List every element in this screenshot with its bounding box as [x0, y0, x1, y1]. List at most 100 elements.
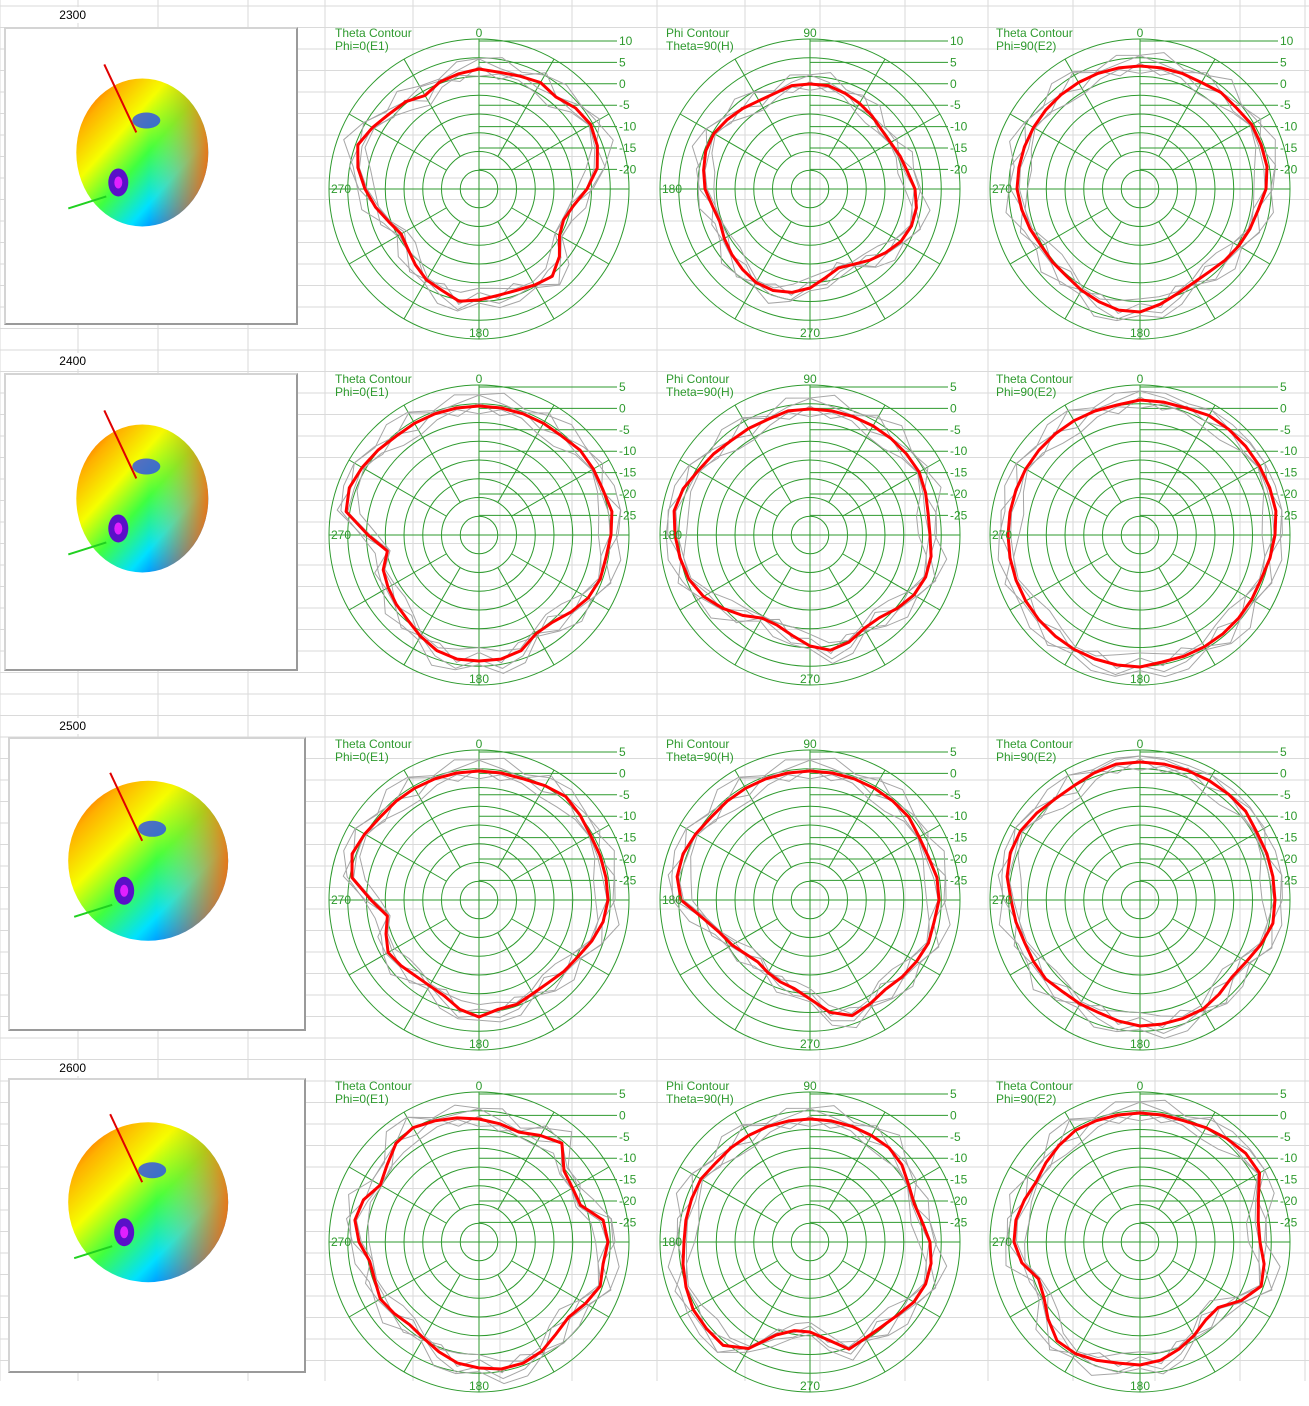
chart-title-line-0: Theta Contour — [335, 737, 412, 751]
chart-title-line-0: Theta Contour — [335, 26, 412, 40]
radial-tick-label: 0 — [950, 77, 957, 91]
chart-title-line-1: Theta=90(H) — [666, 385, 734, 399]
angle-label-left: 270 — [331, 182, 351, 196]
radial-tick-label: -20 — [950, 487, 968, 501]
polar-spoke-30 — [828, 769, 886, 868]
angle-label-bottom: 180 — [1130, 672, 1150, 686]
radial-tick-label: 5 — [1280, 380, 1287, 394]
polar-spoke-210 — [734, 1274, 792, 1373]
radial-tick-label: -5 — [619, 788, 630, 802]
polar-spoke-60 — [1172, 459, 1271, 517]
radial-tick-label: -5 — [619, 423, 630, 437]
angle-label-bottom: 180 — [469, 1379, 489, 1393]
angle-label-left: 270 — [331, 1235, 351, 1249]
radial-tick-label: -10 — [950, 444, 968, 458]
z-axis-line — [109, 772, 144, 842]
ghost-trace-3 — [348, 1104, 620, 1385]
radial-tick-label: -20 — [619, 1194, 637, 1208]
radial-tick-label: -20 — [619, 162, 637, 176]
ghost-trace-1 — [695, 74, 922, 301]
radial-tick-label: 0 — [619, 1108, 626, 1122]
polar-spoke-150 — [828, 221, 886, 320]
polar-grid — [989, 1091, 1291, 1393]
radial-tick-label: -10 — [1280, 120, 1298, 134]
pattern-null-spot-2 — [138, 1162, 167, 1179]
radial-tick-label: 0 — [950, 1108, 957, 1122]
radial-tick-label: 5 — [1280, 55, 1287, 69]
polar-spoke-240 — [679, 1260, 778, 1318]
polar-spoke-60 — [842, 1166, 941, 1224]
radial-tick-label: -5 — [619, 98, 630, 112]
pattern-3d-panel[interactable] — [4, 373, 298, 671]
chart-title-line-0: Theta Contour — [996, 1079, 1073, 1093]
frequency-label: 2300 — [4, 7, 90, 23]
pattern-null-core — [114, 522, 123, 535]
polar-spoke-30 — [1158, 404, 1216, 503]
polar-spoke-210 — [734, 932, 792, 1031]
polar-spoke-300 — [348, 459, 447, 517]
ghost-trace-3 — [667, 1105, 948, 1361]
polar-grid — [659, 1091, 961, 1393]
angle-label-top: 0 — [1137, 26, 1144, 40]
angle-label-bottom: 270 — [800, 1379, 820, 1393]
radial-tick-label: -25 — [619, 1215, 637, 1229]
radial-tick-label: -5 — [1280, 788, 1291, 802]
ghost-trace-1 — [667, 759, 947, 1022]
chart-title-line-1: Phi=0(E1) — [335, 39, 389, 53]
angle-label-left: 270 — [992, 1235, 1012, 1249]
polar-spoke-300 — [348, 1166, 447, 1224]
pattern-3d-view — [67, 64, 209, 227]
pattern-3d-panel[interactable] — [4, 27, 298, 325]
ghost-trace-1 — [667, 397, 938, 660]
radial-tick-label: -10 — [619, 444, 637, 458]
pattern-3d-panel[interactable] — [8, 1078, 306, 1373]
radial-tick-label: -5 — [950, 1130, 961, 1144]
radial-tick-label: -5 — [950, 423, 961, 437]
polar-spoke-30 — [828, 404, 886, 503]
ghost-trace-1 — [349, 58, 606, 311]
radial-tick-label: -10 — [1280, 809, 1298, 823]
polar-spoke-60 — [842, 824, 941, 882]
ghost-trace-3 — [1005, 52, 1276, 322]
polar-spoke-120 — [1172, 1260, 1271, 1318]
radial-tick-label: -15 — [1280, 831, 1298, 845]
main-trace — [1015, 64, 1269, 314]
radial-tick-label: -20 — [950, 162, 968, 176]
radial-tick-label: -10 — [950, 120, 968, 134]
polar-grid — [328, 1091, 630, 1393]
polar-spoke-210 — [1064, 221, 1122, 320]
angle-label-bottom: 180 — [469, 672, 489, 686]
radial-tick-label: -15 — [1280, 141, 1298, 155]
pattern-3d-panel[interactable] — [8, 737, 306, 1031]
polar-spoke-330 — [403, 58, 461, 157]
angle-label-top: 0 — [476, 26, 483, 40]
angle-label-left: 270 — [331, 528, 351, 542]
radial-tick-label: 5 — [619, 1087, 626, 1101]
radial-tick-label: -20 — [1280, 487, 1298, 501]
angle-label-top: 0 — [476, 1079, 483, 1093]
radial-tick-label: -25 — [619, 873, 637, 887]
radial-tick-label: -15 — [619, 1173, 637, 1187]
angle-label-left: 270 — [992, 893, 1012, 907]
chart-title-line-1: Theta=90(H) — [666, 1092, 734, 1106]
radial-tick-label: -25 — [1280, 1215, 1298, 1229]
polar-spoke-330 — [734, 404, 792, 503]
polar-spoke-330 — [734, 58, 792, 157]
radial-tick-label: -25 — [1280, 873, 1298, 887]
polar-spoke-240 — [348, 918, 447, 976]
polar-spoke-150 — [497, 567, 555, 666]
polar-spoke-210 — [1064, 932, 1122, 1031]
radial-tick-label: -20 — [1280, 852, 1298, 866]
angle-label-top: 0 — [1137, 737, 1144, 751]
ghost-trace-3 — [343, 757, 620, 1023]
pattern-null-core — [114, 176, 123, 189]
frequency-label: 2600 — [4, 1060, 90, 1076]
angle-label-left: 180 — [662, 893, 682, 907]
radial-tick-label: -15 — [1280, 1173, 1298, 1187]
main-trace — [1006, 398, 1278, 669]
polar-spoke-300 — [348, 113, 447, 171]
polar-grid — [659, 38, 961, 340]
